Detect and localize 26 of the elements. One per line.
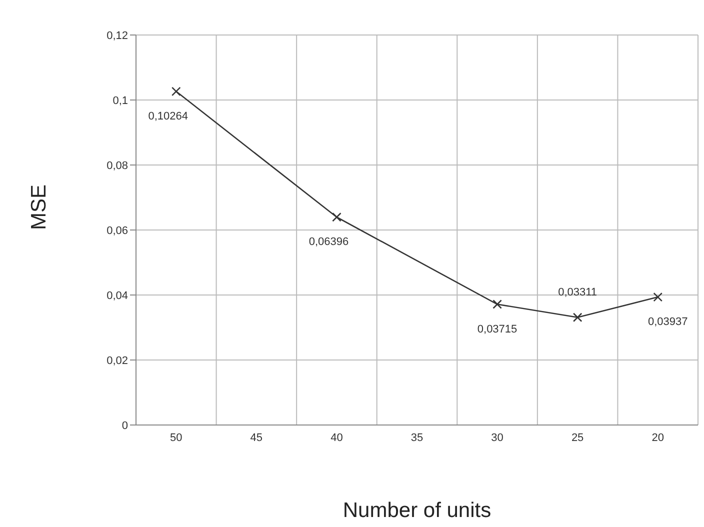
point [492,300,502,309]
x-tick-label: 40 [330,432,343,444]
data-label: 0,03311 [558,286,598,298]
point [171,86,181,96]
point [653,292,663,302]
data-label: 0,10264 [148,110,188,122]
point [332,212,342,222]
y-tick-label: 0,04 [106,290,128,302]
y-tick-label: 0,08 [106,160,128,172]
data-label: 0,03715 [477,323,518,336]
data-label: 0,06396 [308,236,349,248]
y-tick-label: 0 [122,420,128,432]
y-tick-label: 0,12 [106,30,128,42]
y-tick-label: 0,02 [106,354,128,367]
x-tick-label: 30 [491,432,504,444]
x-tick-label: 20 [652,432,664,444]
y-tick-label: 0,1 [112,94,128,107]
x-tick-label: 35 [410,432,424,444]
point [572,312,582,322]
data-label: 0,03937 [648,316,688,328]
y-tick-label: 0,06 [106,224,128,237]
x-tick-label: 25 [571,432,584,444]
y-axis-title: MSE [27,184,50,230]
x-tick-label: 50 [170,432,182,444]
x-axis-title: Number of units [342,499,492,522]
x-tick-label: 45 [250,432,263,444]
